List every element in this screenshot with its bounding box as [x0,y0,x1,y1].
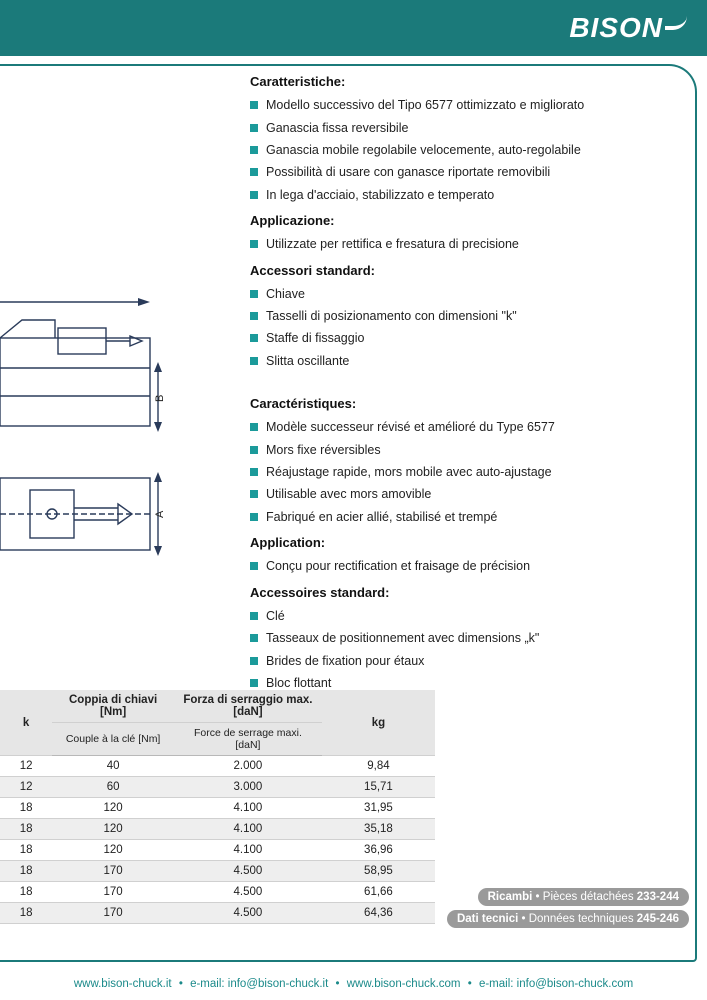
bullet-icon [250,634,258,642]
col-coppia-it: Coppia di chiavi [Nm] [52,690,174,723]
table-row: 181204.10035,18 [0,819,435,840]
bullet-icon [250,612,258,620]
bullet-icon [250,357,258,365]
bullet-icon [250,240,258,248]
list-item: Ganascia mobile regolabile velocemente, … [250,141,689,160]
col-forza-it: Forza di serraggio max. [daN] [174,690,322,723]
list-item: Brides de fixation pour étaux [250,652,689,671]
footer-site-com[interactable]: www.bison-chuck.com [347,978,461,990]
table-row: 181704.50061,66 [0,882,435,903]
table-body: 12402.0009,84 12603.00015,71 181204.1003… [0,756,435,924]
badge-dati: Dati tecnici • Données techniques 245-24… [447,910,689,928]
list-item: Utilizzate per rettifica e fresatura di … [250,235,689,254]
list-item: Clé [250,607,689,626]
list-item: Staffe di fissaggio [250,329,689,348]
bullet-icon [250,513,258,521]
bullet-icon [250,334,258,342]
bullet-icon [250,168,258,176]
heading-application: Application: [250,533,689,553]
list-item: Modello successivo del Tipo 6577 ottimiz… [250,96,689,115]
table-row: 181704.50064,36 [0,903,435,924]
brand-text: BISON [569,12,663,44]
list-item: Conçu pour rectification et fraisage de … [250,557,689,576]
bullet-icon [250,657,258,665]
list-item: In lega d'acciaio, stabilizzato e temper… [250,186,689,205]
bullet-icon [250,679,258,687]
footer: www.bison-chuck.it • e-mail: info@bison-… [0,978,707,990]
brand-logo: BISON [569,12,687,44]
table-row: 181204.10036,96 [0,840,435,861]
col-kg: kg [322,690,435,756]
bullet-icon [250,290,258,298]
dim-label-a: A [154,510,166,518]
list-item: Ganascia fissa reversibile [250,119,689,138]
list-item: Réajustage rapide, mors mobile avec auto… [250,463,689,482]
header-bar: BISON [0,0,707,56]
heading-applicazione: Applicazione: [250,211,689,231]
badge-ricambi: Ricambi • Pièces détachées 233-244 [478,888,689,906]
list-item: Tasselli di posizionamento con dimension… [250,307,689,326]
bullet-icon [250,312,258,320]
footer-email-com[interactable]: info@bison-chuck.com [517,978,634,990]
bullet-icon [250,446,258,454]
bullet-icon [250,124,258,132]
col-k: k [0,690,52,756]
heading-caracteristiques: Caractéristiques: [250,394,689,414]
list-item: Utilisable avec mors amovible [250,485,689,504]
list-item: Possibilità di usare con ganasce riporta… [250,163,689,182]
footer-email-it[interactable]: info@bison-chuck.it [228,978,329,990]
col-coppia-fr: Couple à la clé [Nm] [52,723,174,756]
bullet-icon [250,146,258,154]
page-ref-badges: Ricambi • Pièces détachées 233-244 Dati … [447,888,689,928]
dim-label-b: B [154,395,166,402]
heading-caratteristiche: Caratteristiche: [250,72,689,92]
bullet-icon [250,101,258,109]
footer-site-it[interactable]: www.bison-chuck.it [74,978,172,990]
col-forza-fr: Force de serrage maxi. [daN] [174,723,322,756]
list-item: Tasseaux de positionnement avec dimensio… [250,629,689,648]
technical-drawing: B A [0,290,170,600]
list-item: Modèle successeur révisé et amélioré du … [250,418,689,437]
table-row: 181204.10031,95 [0,798,435,819]
list-item: Fabriqué en acier allié, stabilisé et tr… [250,508,689,527]
list-item: Mors fixe réversibles [250,441,689,460]
list-item: Slitta oscillante [250,352,689,371]
bullet-icon [250,562,258,570]
list-item: Chiave [250,285,689,304]
data-table: k Coppia di chiavi [Nm] Forza di serragg… [0,690,435,924]
right-column: Caratteristiche: Modello successivo del … [242,72,689,696]
table-row: 12603.00015,71 [0,777,435,798]
table-row: 12402.0009,84 [0,756,435,777]
bullet-icon [250,490,258,498]
table-row: 181704.50058,95 [0,861,435,882]
brand-swoosh-icon [665,16,687,30]
bullet-icon [250,423,258,431]
heading-accessori: Accessori standard: [250,261,689,281]
bullet-icon [250,468,258,476]
bullet-icon [250,191,258,199]
heading-accessoires: Accessoires standard: [250,583,689,603]
